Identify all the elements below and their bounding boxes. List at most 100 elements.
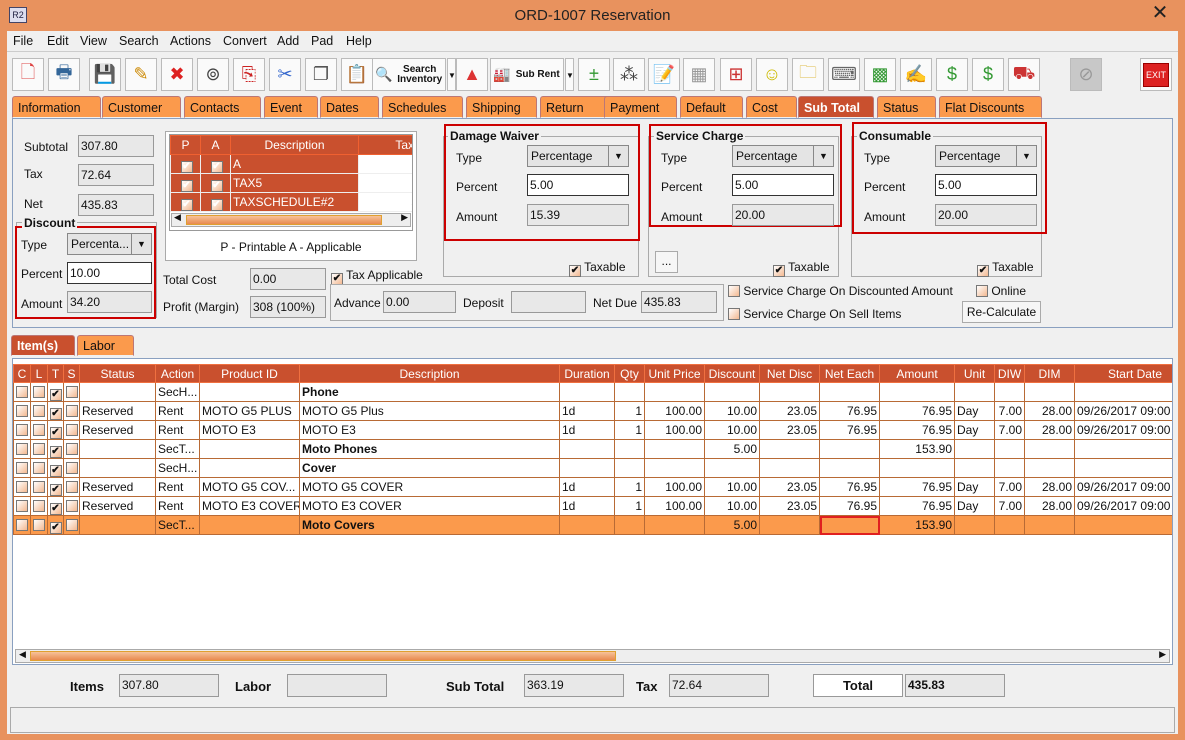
- cell-net-each[interactable]: [819, 382, 880, 402]
- keyboard-key-button[interactable]: ⌨: [828, 58, 860, 91]
- table-row[interactable]: ✔ SecH... Cover: [13, 458, 1172, 478]
- service-charge-taxable-checkbox[interactable]: ✔ Taxable: [773, 260, 830, 277]
- damage-waiver-type-select[interactable]: Percentage ▼: [527, 145, 629, 167]
- tab-dates[interactable]: Dates: [320, 96, 379, 118]
- cell-discount[interactable]: [704, 458, 760, 478]
- s-checkbox[interactable]: [63, 420, 80, 440]
- recalculate-button[interactable]: Re-Calculate: [962, 301, 1041, 323]
- money-note-button[interactable]: $: [972, 58, 1004, 91]
- cell-desc[interactable]: MOTO G5 Plus: [299, 401, 560, 421]
- cell-action[interactable]: SecH...: [155, 458, 200, 478]
- cell-net-disc[interactable]: [759, 382, 820, 402]
- menu-help[interactable]: Help: [346, 34, 372, 48]
- tab-cost[interactable]: Cost: [746, 96, 797, 118]
- menu-view[interactable]: View: [80, 34, 107, 48]
- cell-amount[interactable]: 76.95: [879, 420, 955, 440]
- cell-qty[interactable]: 1: [614, 477, 645, 497]
- cell-net-each[interactable]: 76.95: [819, 496, 880, 516]
- t-checkbox[interactable]: ✔: [47, 515, 64, 535]
- cell-desc[interactable]: Moto Phones: [299, 439, 560, 459]
- paste-button[interactable]: 📋: [341, 58, 373, 91]
- tab-status[interactable]: Status: [877, 96, 936, 118]
- cell-unit[interactable]: Day: [954, 477, 995, 497]
- cell-product[interactable]: MOTO G5 COV...: [199, 477, 300, 497]
- cell-duration[interactable]: [559, 515, 615, 535]
- cell-diw[interactable]: [994, 515, 1025, 535]
- binoculars-button[interactable]: ⊚: [197, 58, 229, 91]
- cell-amount[interactable]: 76.95: [879, 477, 955, 497]
- applicable-checkbox[interactable]: ✔: [200, 192, 231, 212]
- cell-duration[interactable]: [559, 382, 615, 402]
- c-checkbox[interactable]: [13, 496, 31, 516]
- tab-shipping[interactable]: Shipping: [466, 96, 537, 118]
- convert-document-button[interactable]: ⎘: [233, 58, 265, 91]
- cell-duration[interactable]: [559, 458, 615, 478]
- cell-desc[interactable]: Cover: [299, 458, 560, 478]
- tab-information[interactable]: Information: [12, 96, 101, 118]
- cell-duration[interactable]: 1d: [559, 401, 615, 421]
- tab-labor[interactable]: Labor: [77, 335, 134, 356]
- cell-discount[interactable]: 10.00: [704, 420, 760, 440]
- cell-desc[interactable]: MOTO G5 COVER: [299, 477, 560, 497]
- cell-product[interactable]: MOTO E3: [199, 420, 300, 440]
- cell-net-each[interactable]: [819, 515, 880, 535]
- cell-diw[interactable]: [994, 439, 1025, 459]
- dropdown-arrow-icon[interactable]: ▼: [565, 58, 574, 91]
- cell-unit[interactable]: [954, 458, 995, 478]
- cell-net-each[interactable]: 76.95: [819, 420, 880, 440]
- table-row[interactable]: ✔ Reserved Rent MOTO E3 COVER MOTO E3 COVER 1…: [13, 496, 1172, 516]
- cell-qty[interactable]: [614, 439, 645, 459]
- cell-status[interactable]: Reserved: [79, 420, 156, 440]
- cell-status[interactable]: Reserved: [79, 477, 156, 497]
- cell-action[interactable]: Rent: [155, 401, 200, 421]
- cell-net-each[interactable]: [819, 458, 880, 478]
- notepad-button[interactable]: 📝: [648, 58, 680, 91]
- cell-amount[interactable]: 153.90: [879, 515, 955, 535]
- cell-net-disc[interactable]: 23.05: [759, 401, 820, 421]
- cell-discount[interactable]: [704, 382, 760, 402]
- consumable-taxable-checkbox[interactable]: ✔ Taxable: [977, 260, 1034, 277]
- menu-actions[interactable]: Actions: [170, 34, 211, 48]
- cell-amount[interactable]: [879, 382, 955, 402]
- table-row[interactable]: ✔ SecT... Moto Covers 5.00 153.90: [13, 515, 1172, 535]
- col-net-disc[interactable]: Net Disc: [759, 364, 820, 383]
- dropdown-arrow-icon[interactable]: ▼: [447, 58, 456, 91]
- printable-checkbox[interactable]: ✔: [170, 154, 201, 174]
- save-button[interactable]: 💾: [89, 58, 121, 91]
- cell-product[interactable]: MOTO E3 COVER: [199, 496, 300, 516]
- cell-product[interactable]: MOTO G5 PLUS: [199, 401, 300, 421]
- cell-dim[interactable]: [1024, 458, 1075, 478]
- cell-duration[interactable]: 1d: [559, 420, 615, 440]
- col-diw[interactable]: DIW: [994, 364, 1025, 383]
- c-checkbox[interactable]: [13, 458, 31, 478]
- cell-start[interactable]: 09/26/2017 09:00: [1074, 496, 1172, 516]
- t-checkbox[interactable]: ✔: [47, 458, 64, 478]
- table-row[interactable]: ✔ Reserved Rent MOTO E3 MOTO E3 1d 1 100.00 10.0…: [13, 420, 1172, 440]
- service-charge-type-select[interactable]: Percentage ▼: [732, 145, 834, 167]
- t-checkbox[interactable]: ✔: [47, 477, 64, 497]
- items-scrollbar[interactable]: ◀ ▶: [15, 649, 1170, 663]
- col-status[interactable]: Status: [79, 364, 156, 383]
- cell-net-each[interactable]: [819, 439, 880, 459]
- tax-applicable-checkbox[interactable]: ✔ Tax Applicable: [331, 268, 423, 285]
- cell-start[interactable]: [1074, 458, 1172, 478]
- tax-row[interactable]: ✔ ✔ A: [170, 154, 412, 174]
- cell-product[interactable]: [199, 515, 300, 535]
- cell-diw[interactable]: 7.00: [994, 477, 1025, 497]
- cell-diw[interactable]: [994, 382, 1025, 402]
- c-checkbox[interactable]: [13, 420, 31, 440]
- cell-status[interactable]: Reserved: [79, 401, 156, 421]
- cell-status[interactable]: [79, 439, 156, 459]
- cell-unit[interactable]: [954, 439, 995, 459]
- menu-search[interactable]: Search: [119, 34, 159, 48]
- search-inventory-button[interactable]: 🔍 Search Inventory: [372, 58, 446, 91]
- s-checkbox[interactable]: [63, 382, 80, 402]
- money-forward-button[interactable]: $: [936, 58, 968, 91]
- cell-status[interactable]: [79, 382, 156, 402]
- cell-action[interactable]: SecH...: [155, 382, 200, 402]
- col-c[interactable]: C: [13, 364, 31, 383]
- stacked-boxes-button[interactable]: ▩: [864, 58, 896, 91]
- tax-row[interactable]: ✔ ✔ TAX51: [170, 173, 412, 193]
- copy-button[interactable]: ❐: [305, 58, 337, 91]
- damage-waiver-percent-input[interactable]: 5.00: [527, 174, 629, 196]
